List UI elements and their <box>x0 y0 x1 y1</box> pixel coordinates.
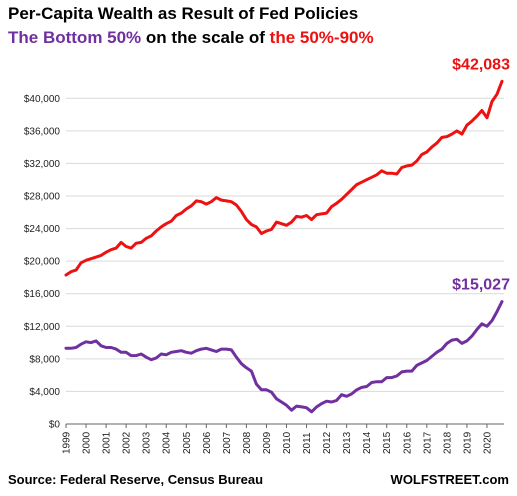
end-label-bottom-50: $15,027 <box>452 277 510 294</box>
axes <box>65 423 504 428</box>
y-tick-label: $8,000 <box>29 354 60 365</box>
y-tick-label: $12,000 <box>24 322 61 333</box>
x-tick-label: 2007 <box>222 431 233 454</box>
series-lines <box>64 79 504 414</box>
x-tick-label: 2010 <box>282 431 293 454</box>
y-tick-label: $20,000 <box>24 257 61 268</box>
x-tick-label: 2008 <box>242 431 253 454</box>
subtitle-connector: on the scale of <box>141 28 270 47</box>
x-tick-label: 2014 <box>362 431 373 454</box>
series-line-bottom-50 <box>64 300 504 414</box>
y-tick-label: $36,000 <box>24 126 61 137</box>
x-tick-label: 2018 <box>442 431 453 454</box>
subtitle-bottom-50: The Bottom 50% <box>8 28 142 47</box>
y-tick-label: $16,000 <box>24 289 61 300</box>
x-tick-label: 2017 <box>422 431 433 454</box>
y-tick-label: $0 <box>49 420 61 431</box>
x-tick-label: 2016 <box>402 431 413 454</box>
y-tick-label: $32,000 <box>24 159 61 170</box>
x-tick-label: 2019 <box>462 431 473 454</box>
x-tick-label: 1999 <box>62 431 73 454</box>
x-tick-label: 2020 <box>482 431 493 454</box>
source-note: Source: Federal Reserve, Census Bureau <box>8 472 264 487</box>
chart-title: Per-Capita Wealth as Result of Fed Polic… <box>8 4 359 23</box>
y-tick-label: $4,000 <box>29 387 60 398</box>
x-tick-label: 2013 <box>342 431 353 454</box>
end-label-50-90: $42,083 <box>452 56 510 73</box>
x-tick-label: 2012 <box>322 431 333 454</box>
x-tick-label: 2001 <box>102 431 113 454</box>
x-tick-label: 2004 <box>162 431 173 454</box>
x-tick-label: 2005 <box>182 431 193 454</box>
x-tick-label: 2006 <box>202 431 213 454</box>
x-tick-label: 2003 <box>142 431 153 454</box>
x-tick-label: 2011 <box>302 432 313 454</box>
chart-subtitle: The Bottom 50% on the scale of the 50%-9… <box>8 28 374 48</box>
y-tick-label: $24,000 <box>24 224 61 235</box>
brand-watermark: WOLFSTREET.com <box>390 472 509 487</box>
series-line-50-90 <box>64 79 504 277</box>
end-labels: $42,083 $15,027 <box>452 56 510 293</box>
x-tick-label: 2015 <box>382 431 393 454</box>
x-tick-label: 2002 <box>122 431 133 454</box>
x-tick-label: 2009 <box>262 431 273 454</box>
subtitle-50-90: the 50%-90% <box>269 28 374 47</box>
x-tick-labels: 1999 2000 2001 2002 2003 2004 2005 2006 2007 2008… <box>62 431 494 454</box>
y-tick-label: $40,000 <box>24 94 61 105</box>
x-tick-label: 2000 <box>82 431 93 454</box>
y-tick-label: $28,000 <box>24 192 61 203</box>
y-tick-labels: $0 $4,000 $8,000 $12,000 $16,000 $20,000 $24,0… <box>24 94 61 431</box>
